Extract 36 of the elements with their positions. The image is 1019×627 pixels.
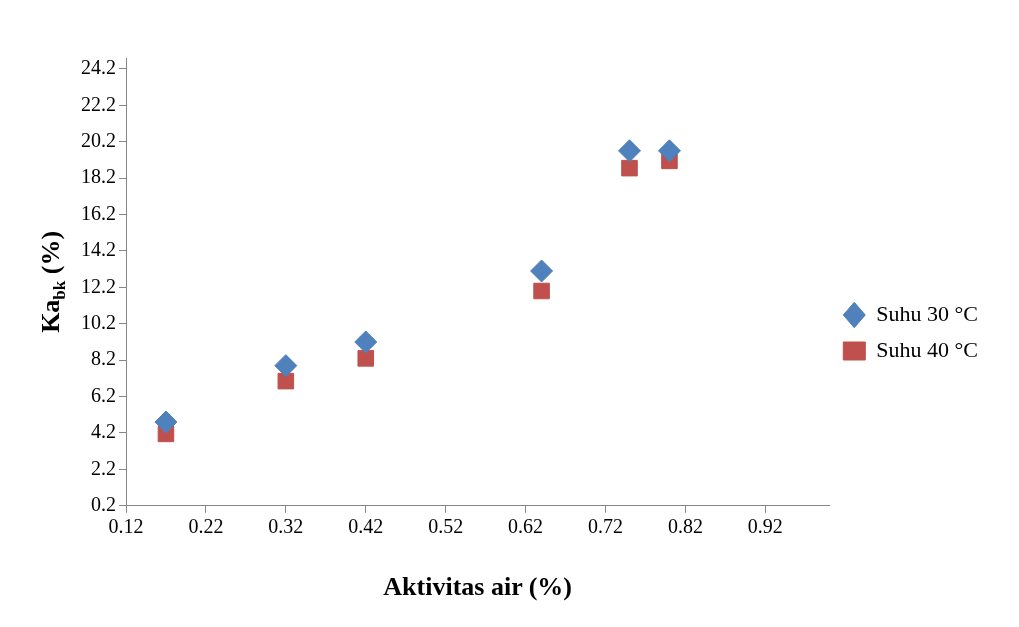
point bbox=[621, 159, 638, 177]
y-tick-label: 10.2 bbox=[81, 311, 116, 334]
x-tick-label: 0.22 bbox=[188, 515, 224, 538]
x-tick-label: 0.12 bbox=[108, 515, 144, 538]
point bbox=[533, 282, 550, 300]
y-tick-label: 12.2 bbox=[81, 274, 116, 297]
point bbox=[277, 372, 295, 390]
point bbox=[357, 350, 375, 367]
y-tick-label: 14.2 bbox=[81, 238, 116, 261]
y-tick-label: 22.2 bbox=[81, 92, 116, 115]
y-tick-label: 2.2 bbox=[91, 456, 116, 479]
x-tick-label: 0.42 bbox=[348, 515, 384, 538]
point bbox=[154, 410, 178, 434]
x-axis-title: Aktivitas air (%) bbox=[383, 572, 573, 602]
y-tick-label: 8.2 bbox=[91, 347, 116, 370]
x-tick-label: 0.62 bbox=[508, 515, 544, 538]
point bbox=[530, 259, 554, 283]
legend-label: Suhu 40 °C bbox=[876, 336, 979, 362]
point bbox=[657, 139, 681, 163]
x-tick-label: 0.82 bbox=[667, 515, 703, 538]
y-tick-label: 18.2 bbox=[81, 165, 116, 188]
y-tick-label: 24.2 bbox=[81, 56, 116, 79]
point bbox=[274, 354, 298, 378]
y-tick-label: 4.2 bbox=[91, 420, 116, 443]
y-tick-label: 0.2 bbox=[91, 493, 116, 516]
x-tick-label: 0.32 bbox=[268, 515, 304, 538]
x-tick-label: 0.92 bbox=[747, 515, 783, 538]
point bbox=[617, 139, 641, 163]
x-tick-label: 0.72 bbox=[588, 515, 624, 538]
x-tick-label: 0.52 bbox=[428, 515, 464, 538]
y-tick-label: 20.2 bbox=[81, 128, 116, 151]
point bbox=[354, 330, 378, 354]
y-tick-label: 6.2 bbox=[91, 383, 116, 406]
y-axis-title: Kabk (%) bbox=[36, 230, 69, 333]
legend-label: Suhu 30 °C bbox=[876, 300, 979, 326]
y-tick-label: 16.2 bbox=[81, 201, 116, 224]
